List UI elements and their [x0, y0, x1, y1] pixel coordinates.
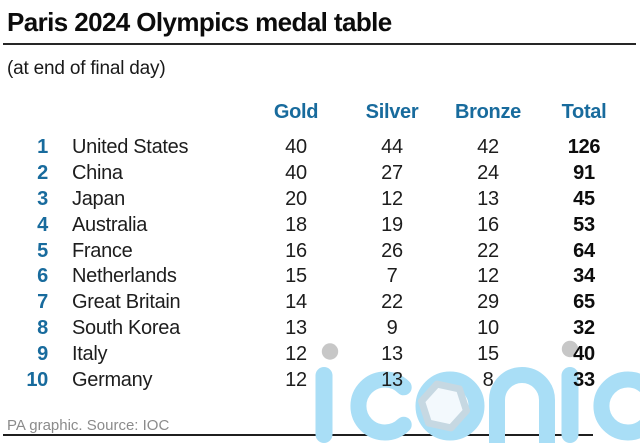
country-cell: Italy	[72, 342, 108, 365]
bronze-cell: 15	[477, 342, 499, 365]
silver-cell: 13	[381, 342, 403, 365]
silver-cell: 9	[386, 316, 398, 339]
table-row: 9 Italy 12 13 15 40	[8, 341, 632, 367]
bronze-cell: 12	[477, 265, 499, 288]
column-header-bronze: Bronze	[455, 100, 521, 123]
country-cell: United States	[72, 136, 189, 159]
gold-cell: 12	[285, 342, 307, 365]
total-cell: 34	[573, 265, 595, 288]
gold-cell: 12	[285, 368, 307, 391]
total-cell: 40	[573, 342, 595, 365]
silver-cell: 22	[381, 291, 403, 314]
gold-cell: 15	[285, 265, 307, 288]
table-row: 2 China 40 27 24 91	[8, 161, 632, 187]
gold-cell: 18	[285, 213, 307, 236]
table-row: 8 South Korea 13 9 10 32	[8, 316, 632, 342]
bronze-cell: 8	[482, 368, 494, 391]
hexagon-icon	[418, 380, 470, 432]
watermark-letter-c	[350, 371, 412, 441]
table-row: 7 Great Britain 14 22 29 65	[8, 290, 632, 316]
gold-cell: 14	[285, 291, 307, 314]
table-row: 5 France 16 26 22 64	[8, 238, 632, 264]
gold-cell: 40	[285, 162, 307, 185]
watermark-letter-i	[315, 367, 333, 443]
bronze-cell: 13	[477, 187, 499, 210]
rank-cell: 8	[37, 316, 48, 339]
source-note: PA graphic. Source: IOC	[7, 417, 170, 434]
column-header-silver: Silver	[365, 100, 419, 123]
bronze-cell: 10	[477, 316, 499, 339]
silver-cell: 7	[386, 265, 398, 288]
table-row: 3 Japan 20 12 13 45	[8, 187, 632, 213]
total-cell: 33	[573, 368, 595, 391]
total-cell: 65	[573, 291, 595, 314]
total-cell: 91	[573, 162, 595, 185]
table-row: 1 United States 40 44 42 126	[8, 135, 632, 161]
silver-cell: 27	[381, 162, 403, 185]
watermark-i-dot-icon	[321, 343, 339, 360]
rank-cell: 7	[37, 291, 48, 314]
table-header-row: Gold Silver Bronze Total	[8, 96, 632, 128]
country-cell: China	[72, 162, 123, 185]
total-cell: 126	[567, 136, 601, 159]
country-cell: France	[72, 239, 133, 262]
total-cell: 45	[573, 187, 595, 210]
bronze-cell: 24	[477, 162, 499, 185]
bronze-cell: 16	[477, 213, 499, 236]
country-cell: Netherlands	[72, 265, 177, 288]
gold-cell: 16	[285, 239, 307, 262]
table-row: 4 Australia 18 19 16 53	[8, 212, 632, 238]
country-cell: Great Britain	[72, 291, 181, 314]
watermark-i-dot-icon	[561, 340, 579, 358]
silver-cell: 12	[381, 187, 403, 210]
total-cell: 64	[573, 239, 595, 262]
total-cell: 53	[573, 213, 595, 236]
rank-cell: 6	[37, 265, 48, 288]
country-cell: Japan	[72, 187, 125, 210]
rank-cell: 5	[37, 239, 48, 262]
gold-cell: 20	[285, 187, 307, 210]
bronze-cell: 29	[477, 291, 499, 314]
silver-cell: 26	[381, 239, 403, 262]
total-cell: 32	[573, 316, 595, 339]
rank-cell: 4	[37, 213, 48, 236]
rank-cell: 9	[37, 342, 48, 365]
table-row: 6 Netherlands 15 7 12 34	[8, 264, 632, 290]
silver-cell: 13	[381, 368, 403, 391]
gold-cell: 40	[285, 136, 307, 159]
subtitle: (at end of final day)	[7, 58, 166, 79]
rank-cell: 3	[37, 187, 48, 210]
bronze-cell: 22	[477, 239, 499, 262]
rank-cell: 1	[37, 136, 48, 159]
gold-cell: 13	[285, 316, 307, 339]
column-header-total: Total	[561, 100, 607, 123]
watermark-letter-n	[489, 367, 555, 443]
bottom-divider	[3, 434, 593, 436]
table-row: 10 Germany 12 13 8 33	[8, 367, 632, 393]
country-cell: Germany	[72, 368, 153, 391]
country-cell: Australia	[72, 213, 148, 236]
rank-cell: 10	[26, 368, 48, 391]
watermark-letter-c	[593, 371, 640, 441]
silver-cell: 44	[381, 136, 403, 159]
page-title: Paris 2024 Olympics medal table	[7, 7, 392, 37]
watermark-letter-i	[561, 367, 579, 443]
table-body: 1 United States 40 44 42 126 2 China 40 …	[8, 135, 632, 393]
iconic-watermark	[315, 340, 640, 443]
rank-cell: 2	[37, 162, 48, 185]
country-cell: South Korea	[72, 316, 180, 339]
bronze-cell: 42	[477, 136, 499, 159]
title-divider	[3, 43, 636, 45]
silver-cell: 19	[381, 213, 403, 236]
column-header-gold: Gold	[273, 100, 319, 123]
